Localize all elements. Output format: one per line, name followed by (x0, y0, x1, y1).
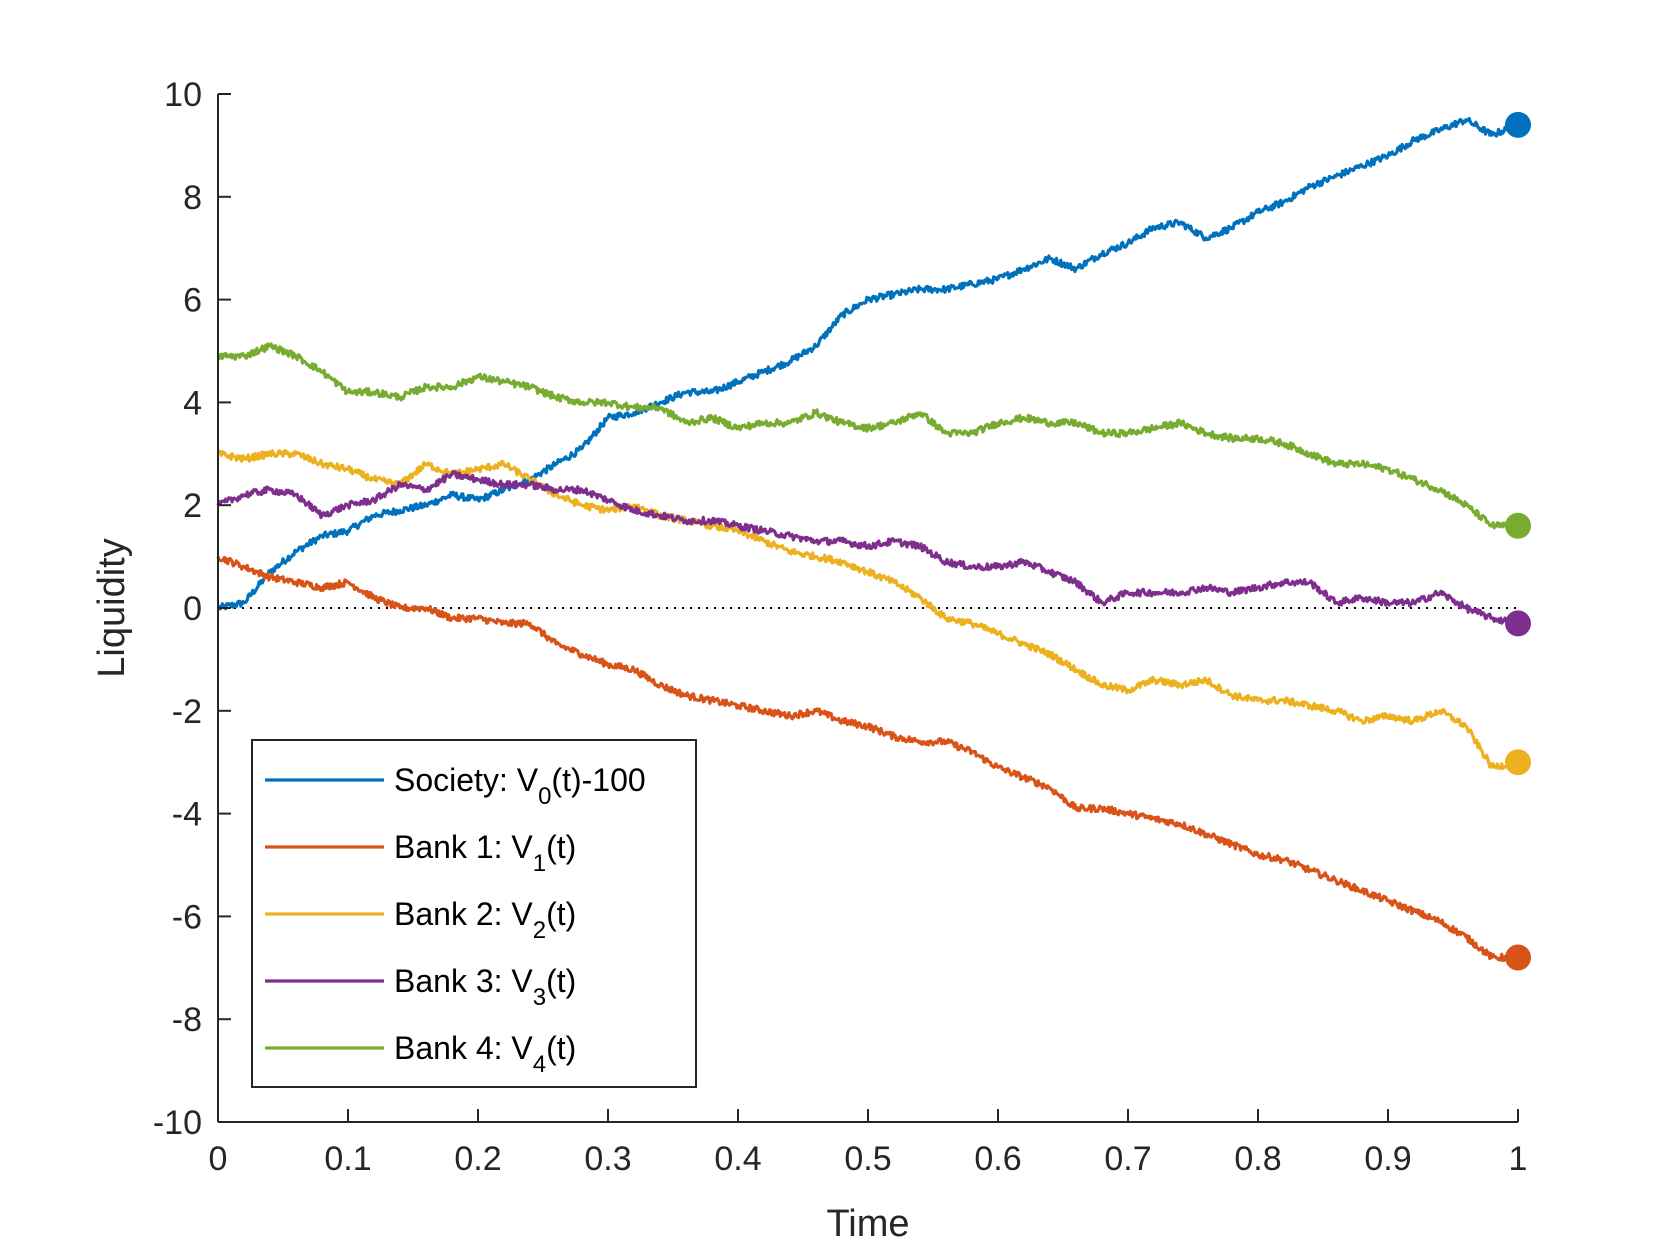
y-tick-label: -2 (172, 693, 202, 731)
y-tick-label: -4 (172, 796, 202, 834)
y-tick-label: 4 (183, 384, 202, 422)
x-tick-label: 0.4 (714, 1140, 761, 1178)
legend: Society: V0(t)-100 Bank 1: V1(t) Bank 2: V… (251, 739, 697, 1088)
series-layer (216, 111, 1531, 971)
legend-label-2: Bank 1: V1(t) (394, 829, 576, 877)
y-tick-label: 10 (164, 76, 202, 114)
x-tick-label: 0.1 (324, 1140, 371, 1178)
series-end-marker-2 (1505, 944, 1531, 971)
y-tick-label: 8 (183, 179, 202, 217)
series-end-marker-3 (1505, 749, 1531, 776)
series-line-5 (216, 342, 1520, 530)
x-tick-label: 0.3 (584, 1140, 631, 1178)
y-tick-label: -10 (153, 1104, 202, 1142)
x-tick-label: 0.7 (1104, 1140, 1151, 1178)
x-tick-label: 0.6 (974, 1140, 1021, 1178)
legend-label-3: Bank 2: V2(t) (394, 896, 576, 944)
legend-label-1: Society: V0(t)-100 (394, 762, 646, 810)
legend-label-5: Bank 4: V4(t) (394, 1030, 576, 1078)
series-end-marker-1 (1505, 111, 1531, 138)
legend-label-4: Bank 3: V3(t) (394, 963, 576, 1011)
x-tick-label: 0.8 (1234, 1140, 1281, 1178)
x-tick-label: 1 (1509, 1140, 1528, 1178)
y-tick-label: 2 (183, 487, 202, 525)
axes-layer: 0 0.1 0.2 0.3 0.4 0.5 0.6 0.7 0.8 0.9 1 -10 -8 -6 -4 -2… (153, 76, 1528, 1178)
x-axis-title: Time (826, 1203, 909, 1245)
y-tick-label: -6 (172, 898, 202, 936)
series-line-4 (216, 469, 1520, 627)
y-tick-label: 6 (183, 282, 202, 320)
y-axis-title: Liquidity (91, 538, 133, 677)
y-tick-label: -8 (172, 1001, 202, 1039)
x-tick-label: 0.2 (454, 1140, 501, 1178)
y-tick-label: 0 (183, 590, 202, 628)
x-tick-label: 0.9 (1364, 1140, 1411, 1178)
series-line-2 (216, 555, 1519, 962)
x-tick-label: 0 (209, 1140, 228, 1178)
series-end-marker-4 (1505, 610, 1531, 637)
series-end-marker-5 (1505, 512, 1531, 539)
x-tick-label: 0.5 (844, 1140, 891, 1178)
series-line-1 (216, 116, 1520, 611)
series-line-3 (216, 449, 1520, 771)
